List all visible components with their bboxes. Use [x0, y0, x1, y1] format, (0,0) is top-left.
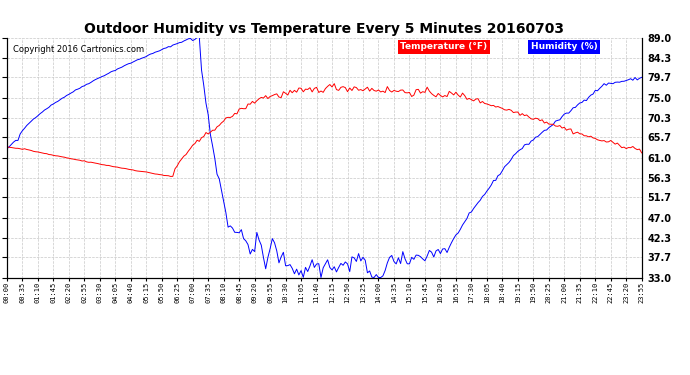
Text: Humidity (%): Humidity (%): [531, 42, 598, 51]
Text: Copyright 2016 Cartronics.com: Copyright 2016 Cartronics.com: [13, 45, 144, 54]
Title: Outdoor Humidity vs Temperature Every 5 Minutes 20160703: Outdoor Humidity vs Temperature Every 5 …: [84, 22, 564, 36]
Text: Temperature (°F): Temperature (°F): [400, 42, 488, 51]
